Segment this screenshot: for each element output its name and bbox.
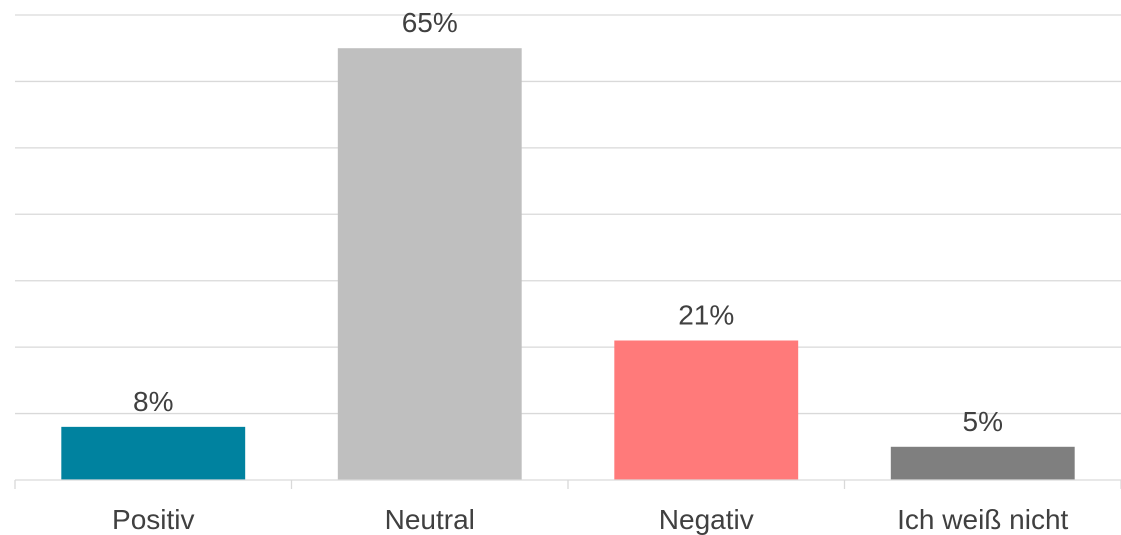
data-label: 65% bbox=[402, 7, 458, 38]
data-label: 8% bbox=[133, 386, 173, 417]
x-axis-ticks bbox=[14, 480, 1121, 489]
category-label: Negativ bbox=[659, 504, 754, 535]
data-label: 21% bbox=[678, 300, 734, 331]
data-label: 5% bbox=[963, 406, 1003, 437]
bar bbox=[614, 340, 799, 480]
bars bbox=[61, 48, 1075, 480]
data-labels: 8% 65% 21% 5% bbox=[133, 7, 1003, 437]
bar bbox=[890, 446, 1075, 480]
category-labels: Positiv Neutral Negativ Ich weiß nicht bbox=[112, 504, 1069, 535]
bar bbox=[61, 426, 246, 480]
gridlines bbox=[15, 14, 1121, 415]
category-label: Ich weiß nicht bbox=[897, 504, 1068, 535]
category-label: Positiv bbox=[112, 504, 194, 535]
category-label: Neutral bbox=[385, 504, 475, 535]
bar bbox=[337, 48, 522, 480]
